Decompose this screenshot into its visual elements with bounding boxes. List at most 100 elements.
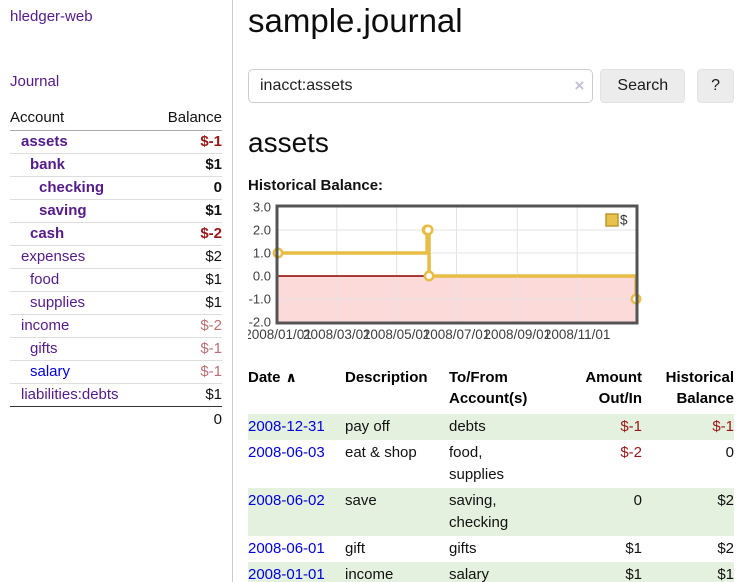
transaction-date-link[interactable]: 2008-06-03 bbox=[248, 444, 325, 461]
total-balance: 0 bbox=[151, 406, 222, 431]
register-cell-accounts: gifts bbox=[449, 540, 477, 557]
register-cell-balance: $2 bbox=[717, 540, 734, 557]
account-link-food[interactable]: food bbox=[30, 271, 60, 288]
sort-asc-icon: ∧ bbox=[285, 369, 297, 385]
register-cell-amount: $1 bbox=[625, 566, 642, 582]
account-tree-total-row: 0 bbox=[10, 406, 222, 431]
account-tree-header: Account Balance bbox=[10, 106, 222, 131]
register-header-date[interactable]: Date ∧ bbox=[248, 365, 345, 414]
search-input-wrap: × bbox=[248, 69, 594, 103]
register-cell-description: eat & shop bbox=[345, 444, 417, 461]
y-tick-label: -1.0 bbox=[249, 292, 271, 307]
search-form: × Search ? bbox=[248, 69, 734, 103]
register-cell-description: pay off bbox=[345, 418, 390, 435]
account-link-expenses[interactable]: expenses bbox=[21, 248, 86, 265]
x-tick-label: 2008/09/01 bbox=[484, 327, 552, 342]
account-row: saving $1 bbox=[10, 199, 222, 223]
register-table: Date ∧ Description To/From Account(s) Amo… bbox=[248, 365, 734, 582]
sidebar-item-journal[interactable]: Journal bbox=[10, 73, 60, 90]
account-tree-table: Account Balance assets $-1 bank $1 checking 0… bbox=[10, 106, 222, 431]
chart-title: Historical Balance: bbox=[248, 177, 384, 194]
main-content: sample.journal × Search ? assets Histori… bbox=[233, 0, 742, 582]
register-cell-date: 2008-01-01 bbox=[248, 562, 345, 582]
register-row[interactable]: 2008-01-01 income salary $1 $1 bbox=[248, 562, 734, 582]
register-cell-accounts: saving, checking bbox=[449, 492, 509, 531]
account-link-liabilities-debts[interactable]: liabilities:debts bbox=[21, 386, 119, 403]
sidebar: hledger-web Journal Account Balance asse… bbox=[0, 0, 233, 582]
register-cell-accounts: salary bbox=[449, 566, 490, 582]
register-header-row: Date ∧ Description To/From Account(s) Amo… bbox=[248, 365, 734, 414]
x-tick-label: 2008/03/01 bbox=[303, 327, 371, 342]
register-cell-accounts: food, supplies bbox=[449, 444, 505, 483]
account-row: expenses $2 bbox=[10, 245, 222, 269]
account-link-checking[interactable]: checking bbox=[39, 179, 105, 196]
help-button[interactable]: ? bbox=[697, 69, 734, 103]
account-row: gifts $-1 bbox=[10, 337, 222, 361]
account-row: income $-2 bbox=[10, 314, 222, 338]
x-tick-label: 2008/11/01 bbox=[544, 327, 611, 342]
account-balance: $1 bbox=[151, 268, 222, 292]
account-balance: $-1 bbox=[151, 360, 222, 384]
register-cell-date: 2008-12-31 bbox=[248, 414, 345, 440]
y-tick-label: 0.0 bbox=[253, 269, 271, 284]
register-row[interactable]: 2008-06-03 eat & shop food, supplies $-2 0 bbox=[248, 440, 734, 488]
account-link-salary[interactable]: salary bbox=[30, 363, 71, 380]
account-row: assets $-1 bbox=[10, 131, 222, 154]
x-tick-label: 2008/07/01 bbox=[423, 327, 491, 342]
register-row[interactable]: 2008-06-01 gift gifts $1 $2 bbox=[248, 536, 734, 562]
register-cell-description: gift bbox=[345, 540, 366, 557]
brand-link[interactable]: hledger-web bbox=[10, 8, 93, 25]
register-header-amount: Amount Out/In bbox=[585, 369, 642, 407]
date-header-label: Date bbox=[248, 369, 281, 386]
y-tick-label: 3.0 bbox=[253, 201, 271, 215]
register-row[interactable]: 2008-06-02 save saving, checking 0 $2 bbox=[248, 488, 734, 536]
account-row: bank $1 bbox=[10, 153, 222, 177]
register-cell-date: 2008-06-03 bbox=[248, 440, 345, 488]
y-tick-label: 1.0 bbox=[253, 246, 271, 261]
register-cell-amount: $1 bbox=[625, 540, 642, 557]
transaction-date-link[interactable]: 2008-06-01 bbox=[248, 540, 325, 557]
page-title: sample.journal bbox=[248, 2, 463, 39]
legend-label: $ bbox=[620, 213, 628, 228]
total-spacer bbox=[10, 406, 152, 431]
y-tick-label: 2.0 bbox=[253, 223, 271, 238]
plot-border bbox=[275, 204, 639, 325]
data-point-marker bbox=[422, 224, 434, 236]
account-link-bank[interactable]: bank bbox=[30, 156, 66, 173]
account-balance: $-1 bbox=[151, 337, 222, 361]
transaction-date-link[interactable]: 2008-01-01 bbox=[248, 566, 325, 582]
account-balance: $1 bbox=[151, 199, 222, 223]
register-cell-description: save bbox=[345, 492, 377, 509]
account-balance: $2 bbox=[151, 245, 222, 269]
register-cell-date: 2008-06-01 bbox=[248, 536, 345, 562]
account-row: liabilities:debts $1 bbox=[10, 383, 222, 407]
account-heading: assets bbox=[248, 127, 329, 158]
register-cell-date: 2008-06-02 bbox=[248, 488, 345, 536]
account-row: checking 0 bbox=[10, 176, 222, 200]
account-balance: $-2 bbox=[151, 222, 222, 246]
register-cell-description: income bbox=[345, 566, 394, 582]
register-cell-accounts: debts bbox=[449, 418, 486, 435]
account-link-assets[interactable]: assets bbox=[21, 133, 68, 150]
transaction-date-link[interactable]: 2008-06-02 bbox=[248, 492, 325, 509]
register-cell-balance: $-1 bbox=[712, 418, 734, 435]
account-balance: $1 bbox=[151, 153, 222, 177]
register-row[interactable]: 2008-12-31 pay off debts $-1 $-1 bbox=[248, 414, 734, 440]
account-link-income[interactable]: income bbox=[21, 317, 70, 334]
register-cell-amount: 0 bbox=[633, 492, 642, 509]
search-button[interactable]: Search bbox=[600, 69, 686, 103]
account-link-gifts[interactable]: gifts bbox=[30, 340, 58, 357]
account-balance: $-1 bbox=[200, 133, 222, 150]
account-link-saving[interactable]: saving bbox=[39, 202, 87, 219]
transaction-date-link[interactable]: 2008-12-31 bbox=[248, 418, 325, 435]
register-header-accounts: To/From Account(s) bbox=[449, 369, 528, 407]
account-link-supplies[interactable]: supplies bbox=[30, 294, 86, 311]
account-row: cash $-2 bbox=[10, 222, 222, 246]
account-link-cash[interactable]: cash bbox=[30, 225, 65, 242]
account-row: salary $-1 bbox=[10, 360, 222, 384]
register-cell-amount: $-2 bbox=[620, 444, 642, 461]
search-input[interactable] bbox=[248, 69, 594, 103]
clear-search-icon[interactable]: × bbox=[574, 76, 585, 95]
x-tick-label: 2008/01/01 bbox=[248, 327, 312, 342]
